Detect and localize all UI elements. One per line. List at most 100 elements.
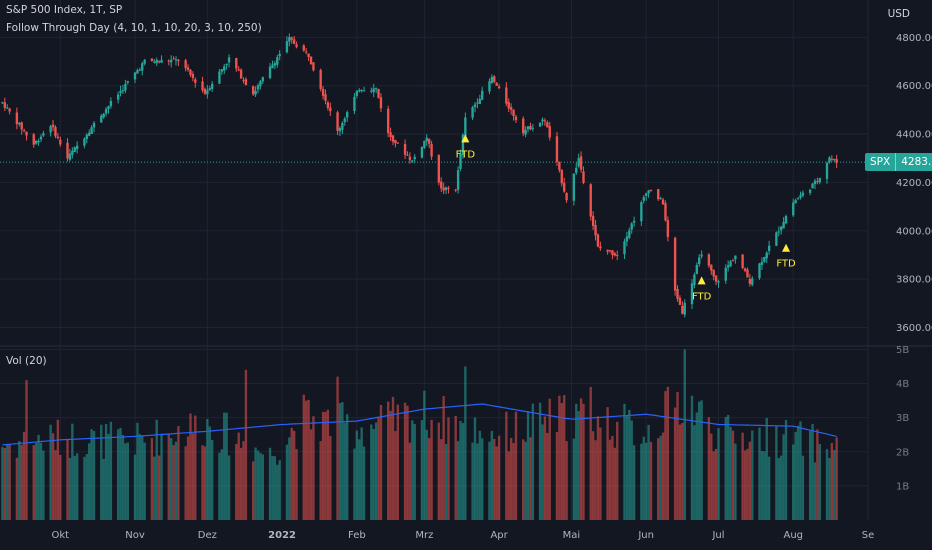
volume-bar bbox=[121, 434, 125, 520]
candle-body bbox=[589, 184, 592, 217]
volume-bar bbox=[102, 458, 105, 520]
price-tick-label: 4600.00 bbox=[896, 81, 932, 92]
volume-bar bbox=[724, 416, 727, 520]
candle-body bbox=[608, 250, 612, 252]
volume-bar bbox=[524, 441, 527, 520]
volume-bar bbox=[184, 446, 187, 520]
volume-bar bbox=[138, 434, 142, 520]
candle-body bbox=[724, 267, 727, 281]
volume-bar bbox=[512, 442, 515, 520]
volume-bar bbox=[471, 442, 474, 520]
volume-bar bbox=[695, 412, 698, 520]
volume-bar bbox=[522, 439, 525, 520]
volume-bar bbox=[49, 424, 52, 520]
candle-body bbox=[526, 126, 530, 130]
volume-bar bbox=[170, 438, 173, 520]
volume-legend[interactable]: Vol (20) bbox=[6, 355, 47, 367]
candle-body bbox=[189, 69, 192, 75]
volume-bar bbox=[92, 430, 96, 520]
volume-bar bbox=[261, 454, 264, 520]
volume-bar bbox=[305, 400, 308, 520]
time-axis[interactable]: Okt Nov Dez 2022 Feb Mrz Apr Mai Jun Jul Aug Se bbox=[51, 530, 874, 541]
candle-body bbox=[116, 94, 120, 100]
candle-body bbox=[541, 119, 544, 122]
volume-bar bbox=[143, 442, 146, 520]
candle-body bbox=[3, 102, 7, 108]
candle-body bbox=[90, 127, 93, 134]
volume-bar bbox=[541, 424, 544, 520]
candle-body bbox=[20, 122, 23, 130]
volume-bar bbox=[268, 447, 272, 520]
volume-bar bbox=[73, 455, 76, 520]
time-tick-label: Se bbox=[862, 530, 875, 541]
volume-bar bbox=[758, 427, 761, 520]
volume-bar bbox=[623, 403, 626, 520]
volume-bar bbox=[157, 455, 161, 520]
volume-bar bbox=[124, 443, 127, 520]
candle-body bbox=[693, 274, 696, 286]
candle-body bbox=[454, 189, 457, 191]
volume-bar bbox=[748, 441, 752, 520]
volume-bar bbox=[223, 412, 226, 520]
candle-body bbox=[1, 102, 4, 104]
candle-body bbox=[700, 254, 703, 257]
volume-tick-label: 5B bbox=[896, 345, 909, 356]
volume-bar bbox=[461, 423, 465, 520]
candle-body bbox=[346, 112, 349, 118]
candle-body bbox=[6, 107, 9, 109]
ftd-triangle-icon bbox=[697, 276, 706, 285]
candle-body bbox=[329, 107, 332, 112]
volume-bar bbox=[526, 411, 530, 520]
volume-bar bbox=[799, 421, 802, 520]
volume-bar bbox=[784, 419, 788, 520]
symbol-legend[interactable]: S&P 500 Index, 1T, SP bbox=[6, 4, 123, 16]
candle-body bbox=[343, 118, 346, 123]
candle-body bbox=[153, 61, 156, 63]
candle-body bbox=[799, 195, 802, 198]
candle-body bbox=[649, 189, 653, 191]
candle-body bbox=[285, 41, 289, 53]
volume-bar bbox=[647, 424, 650, 520]
candle-body bbox=[579, 156, 583, 170]
candle-body bbox=[572, 173, 576, 201]
volume-bar bbox=[493, 438, 496, 520]
candle-body bbox=[512, 109, 515, 117]
volume-bar bbox=[505, 411, 508, 520]
candle-body bbox=[362, 90, 366, 92]
volume-tick-label: 3B bbox=[896, 413, 909, 424]
volume-bar bbox=[473, 417, 477, 520]
volume-tick-label: 4B bbox=[896, 379, 909, 390]
candle-body bbox=[543, 120, 547, 122]
candle-body bbox=[319, 69, 322, 89]
volume-bar bbox=[560, 403, 563, 520]
candle-body bbox=[681, 305, 684, 314]
candle-body bbox=[51, 124, 55, 128]
candle-body bbox=[194, 79, 197, 83]
price-axis[interactable]: 3600.00 3800.00 4000.00 4200.00 4400.00 4600.… bbox=[896, 33, 932, 334]
candle-body bbox=[34, 140, 38, 144]
volume-axis[interactable]: 1B 2B 3B 4B 5B bbox=[896, 345, 909, 492]
candle-body bbox=[92, 122, 96, 128]
volume-bar bbox=[690, 395, 694, 520]
volume-bar bbox=[220, 449, 224, 520]
volume-bar bbox=[507, 451, 510, 520]
candle-body bbox=[305, 51, 308, 53]
volume-bar bbox=[613, 447, 617, 520]
volume-bar bbox=[792, 444, 795, 520]
time-tick-label: Mrz bbox=[415, 530, 433, 541]
candle-body bbox=[425, 137, 428, 142]
candle-body bbox=[271, 64, 274, 69]
volume-bar bbox=[358, 439, 361, 520]
volume-bar bbox=[630, 420, 633, 520]
volume-bar bbox=[825, 449, 829, 520]
candle-body bbox=[109, 100, 113, 107]
candle-body bbox=[406, 154, 409, 156]
candle-body bbox=[321, 88, 325, 96]
time-tick-label: Dez bbox=[198, 530, 217, 541]
volume-bar bbox=[343, 422, 346, 520]
candle-body bbox=[355, 90, 359, 96]
volume-bar bbox=[442, 396, 445, 520]
volume-bar bbox=[599, 427, 602, 520]
indicator-legend[interactable]: Follow Through Day (4, 10, 1, 10, 20, 3,… bbox=[6, 22, 262, 34]
